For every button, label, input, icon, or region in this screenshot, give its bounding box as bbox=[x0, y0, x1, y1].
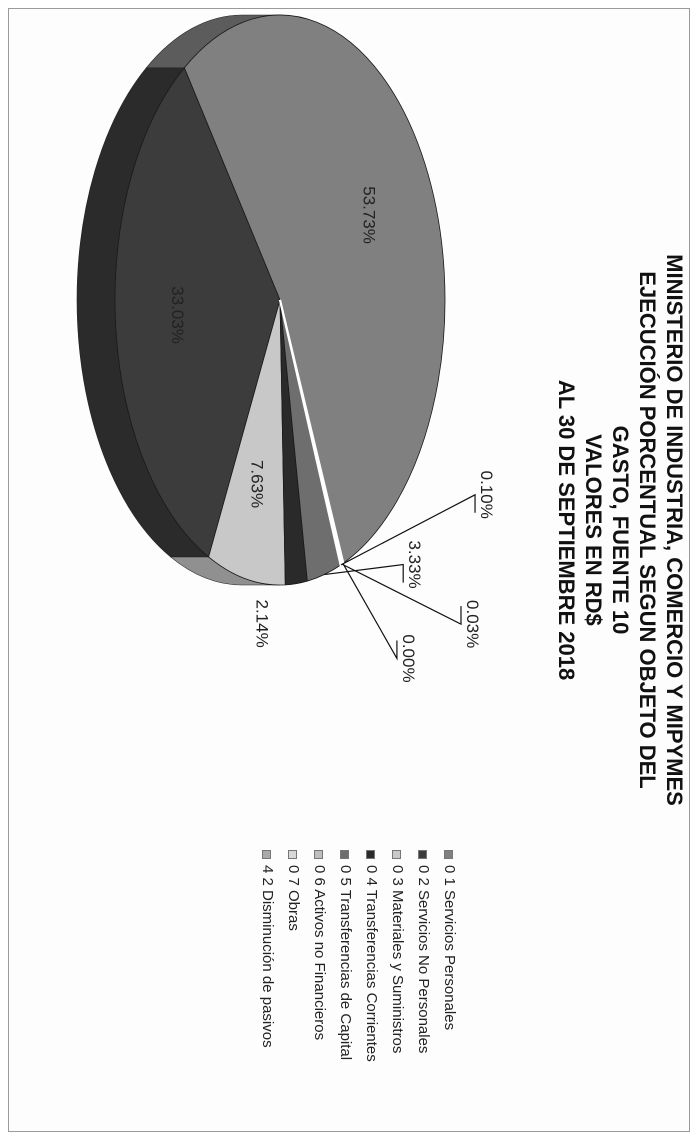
pie-value-label: 3.33% bbox=[405, 540, 424, 588]
legend-label: 0 7 Obras bbox=[285, 865, 302, 931]
legend-item: 0 3 Materiales y Suministros bbox=[384, 850, 410, 1062]
legend-swatch bbox=[340, 850, 350, 859]
pie-top-layer bbox=[114, 14, 446, 586]
pie-leader-line bbox=[324, 563, 404, 583]
legend-label: 0 4 Transferencias Corrientes bbox=[363, 865, 380, 1062]
legend-swatch bbox=[392, 850, 402, 859]
legend-label: 0 6 Activos no Financieros bbox=[311, 865, 328, 1041]
legend-item: 0 7 Obras bbox=[280, 850, 306, 1062]
legend-label: 4 2 Disminución de pasivos bbox=[259, 865, 276, 1048]
pie-leader-line bbox=[342, 563, 398, 661]
chart-legend: 0 1 Servicios Personales 0 2 Servicios N… bbox=[254, 850, 462, 1062]
pie-value-label: 0.03% bbox=[463, 600, 482, 648]
legend-label: 0 2 Servicios No Personales bbox=[415, 865, 432, 1054]
legend-swatch bbox=[444, 850, 454, 859]
pie-leader-lines bbox=[324, 493, 476, 661]
legend-label: 0 1 Servicios Personales bbox=[441, 865, 458, 1031]
legend-swatch bbox=[418, 850, 428, 859]
pie-slice bbox=[183, 14, 446, 565]
legend-item: 4 2 Disminución de pasivos bbox=[254, 850, 280, 1062]
legend-label: 0 5 Transferencias de Capital bbox=[337, 865, 354, 1061]
legend-item: 0 2 Servicios No Personales bbox=[410, 850, 436, 1062]
legend-swatch bbox=[366, 850, 376, 859]
legend-item: 0 1 Servicios Personales bbox=[436, 850, 462, 1062]
legend-swatch bbox=[288, 850, 298, 859]
legend-label: 0 3 Materiales y Suministros bbox=[389, 865, 406, 1054]
pie-leader-line bbox=[341, 563, 462, 626]
pie-value-label: 0.10% bbox=[477, 471, 496, 519]
pie-value-labels: 53.73% 33.03% 7.63% 2.14% 3.33% 0.10% 0.03% 0.0… bbox=[168, 186, 496, 682]
pie-leader-line bbox=[340, 493, 476, 566]
pie-slice bbox=[114, 67, 281, 558]
legend-swatch bbox=[314, 850, 324, 859]
pie-value-label: 7.63% bbox=[248, 460, 267, 508]
pie-value-label: 0.00% bbox=[399, 634, 418, 682]
legend-item: 0 6 Activos no Financieros bbox=[306, 850, 332, 1062]
pie-value-label: 33.03% bbox=[168, 286, 187, 344]
legend-item: 0 4 Transferencias Corrientes bbox=[358, 850, 384, 1062]
pie-value-label: 2.14% bbox=[252, 599, 271, 647]
pie-slice bbox=[208, 299, 286, 586]
legend-swatch bbox=[262, 850, 272, 859]
pie-value-label: 53.73% bbox=[360, 186, 379, 244]
legend-item: 0 5 Transferencias de Capital bbox=[332, 850, 358, 1062]
